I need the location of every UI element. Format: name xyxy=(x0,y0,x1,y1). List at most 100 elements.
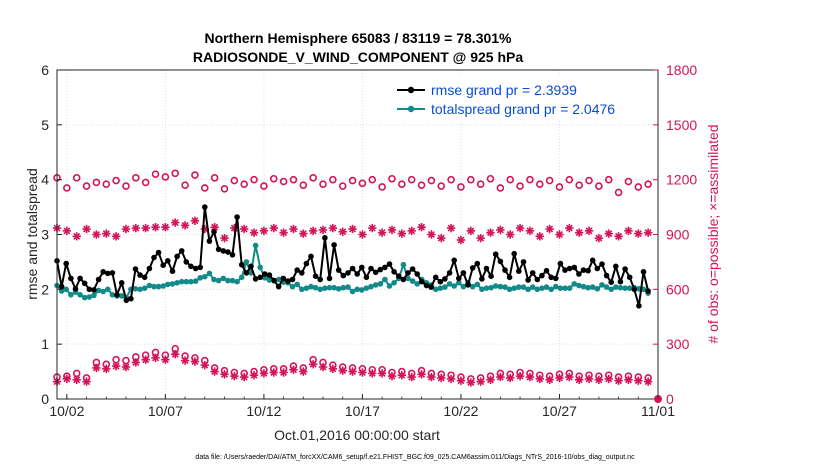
assimilated-count-marker xyxy=(82,377,91,386)
rmse-point xyxy=(428,284,434,290)
asterisk-stroke xyxy=(132,224,140,232)
x-tick-label: 10/07 xyxy=(148,403,183,419)
possible-count-marker xyxy=(486,174,495,183)
rmse-point xyxy=(257,274,264,281)
asterisk-stroke xyxy=(624,376,632,384)
assimilated-count-marker xyxy=(259,369,269,378)
rmse-point xyxy=(488,273,494,280)
rmse-point xyxy=(460,270,467,276)
possible-count-marker xyxy=(250,175,258,184)
rmse-point xyxy=(645,288,651,294)
spread-point xyxy=(192,278,199,284)
rmse-point xyxy=(534,276,541,283)
spread-point xyxy=(118,293,125,299)
spread-point xyxy=(382,276,388,283)
rmse-point xyxy=(289,276,296,283)
spread-point xyxy=(312,284,319,291)
asterisk-stroke xyxy=(142,224,150,232)
asterisk-stroke xyxy=(388,372,396,380)
rmse-point xyxy=(280,275,287,282)
possible-count-marker xyxy=(398,180,406,189)
rmse-point xyxy=(432,274,439,281)
assimilated-count-marker xyxy=(220,233,229,243)
y-right-tick-label: 600 xyxy=(666,281,690,297)
assimilated-count-marker xyxy=(269,368,278,377)
assimilated-count-marker xyxy=(151,353,160,363)
rmse-point xyxy=(141,274,148,281)
asterisk-stroke xyxy=(161,223,169,231)
x-tick-label: 10/12 xyxy=(246,403,281,419)
spread-point xyxy=(599,282,605,288)
spread-point xyxy=(543,284,550,290)
asterisk-stroke xyxy=(191,358,199,366)
assimilated-count-marker xyxy=(437,233,446,243)
asterisk-stroke xyxy=(171,350,179,358)
data-file-footnote: data file: /Users/raeder/DAI/ATM_forcXX/… xyxy=(195,454,635,461)
rmse-point xyxy=(382,264,388,271)
rmse-point xyxy=(206,238,213,244)
rmse-point xyxy=(68,275,74,282)
spread-point xyxy=(165,281,171,288)
asterisk-stroke xyxy=(181,221,189,229)
spread-point xyxy=(409,278,416,284)
rmse-point xyxy=(539,272,545,279)
legend: rmse grand pr = 2.3939 totalspread grand… xyxy=(391,76,654,121)
spread-point xyxy=(469,283,476,290)
spread-point xyxy=(391,280,397,286)
asterisk-stroke xyxy=(339,367,347,375)
assimilated-count-marker xyxy=(102,364,111,374)
assimilated-count-marker xyxy=(259,226,269,236)
assimilated-count-marker xyxy=(230,371,239,381)
assimilated-count-marker xyxy=(111,232,121,241)
possible-count-marker xyxy=(476,180,485,189)
asterisk-stroke xyxy=(555,374,563,382)
assimilated-count-marker xyxy=(121,362,131,372)
assimilated-count-marker xyxy=(643,377,653,386)
spread-point xyxy=(174,280,180,286)
rmse-point xyxy=(377,266,384,273)
possible-count-marker xyxy=(210,174,219,182)
assimilated-count-marker xyxy=(328,364,338,374)
possible-count-marker xyxy=(181,181,189,189)
assimilated-count-marker xyxy=(210,367,219,376)
spread-point xyxy=(576,282,582,289)
assimilated-count-marker xyxy=(338,366,347,375)
spread-point xyxy=(68,292,74,298)
assimilated-count-marker xyxy=(377,369,387,378)
legend-spread-marker xyxy=(407,105,415,113)
assimilated-count-marker xyxy=(496,225,505,235)
possible-count-marker xyxy=(299,181,308,189)
asterisk-stroke xyxy=(575,376,583,384)
rmse-point xyxy=(312,273,319,280)
asterisk-stroke xyxy=(447,224,455,232)
possible-count-marker xyxy=(545,176,554,185)
spread-point xyxy=(289,283,296,290)
spread-point xyxy=(299,286,305,293)
spread-point xyxy=(206,270,213,277)
y-axis-ticks: 0 1 2 3 4 5 6 xyxy=(41,62,62,407)
assimilated-count-marker xyxy=(299,229,308,238)
assimilated-count-marker xyxy=(594,233,604,243)
spread-point xyxy=(252,242,259,249)
possible-count-marker xyxy=(348,176,357,185)
spread-point xyxy=(257,264,264,271)
rmse-point xyxy=(594,265,601,272)
asterisk-stroke xyxy=(418,370,426,378)
assimilated-count-marker xyxy=(180,221,190,230)
assimilated-count-marker xyxy=(506,230,515,239)
rmse-point xyxy=(520,259,527,265)
rmse-point xyxy=(617,278,624,285)
asterisk-stroke xyxy=(565,373,573,381)
possible-count-marker xyxy=(92,178,101,187)
assimilated-count-marker xyxy=(308,360,318,369)
assimilated-count-marker xyxy=(289,224,298,234)
rmse-point xyxy=(238,261,245,268)
assimilated-count-marker xyxy=(496,372,505,382)
spread-point xyxy=(211,276,217,283)
rmse-point xyxy=(548,274,554,281)
rmse-point xyxy=(396,273,402,280)
assimilated-count-marker xyxy=(456,235,466,245)
spread-point xyxy=(377,281,384,287)
rmse-point xyxy=(81,280,88,287)
assimilated-count-marker xyxy=(318,225,328,235)
